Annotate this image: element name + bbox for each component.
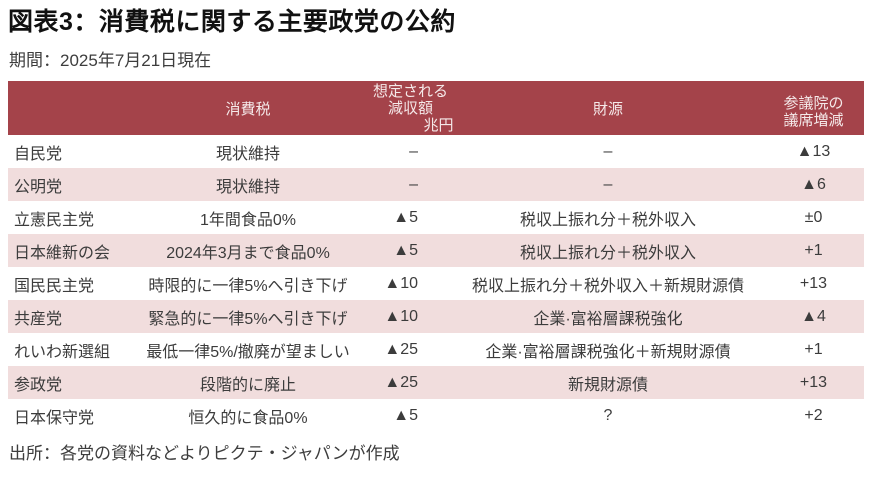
revenue-loss-value: –: [409, 142, 418, 160]
table-body: 自民党 現状維持 – – ▲13 公明党 現状維持 – – ▲6 立憲民主党 1…: [8, 135, 864, 432]
table-row: 日本保守党 恒久的に食品0% ▲5 ? +2: [8, 399, 864, 432]
seat-change-value: ▲4: [801, 307, 826, 325]
party-name: れいわ新選組: [14, 343, 111, 361]
seat-change-value: ▲6: [801, 175, 826, 193]
seat-change-value: +1: [804, 241, 823, 259]
table-header-row: 消費税 想定される 減収額 兆円 財源 参議院の 議席増減: [8, 81, 864, 135]
header-consumption-tax-label: 消費税: [225, 100, 271, 118]
party-name: 共産党: [14, 310, 63, 328]
header-revenue-loss-unit: 兆円: [423, 116, 454, 134]
party-name: 公明党: [14, 178, 63, 196]
revenue-loss-value: ▲25: [384, 373, 418, 391]
party-name: 国民民主党: [14, 277, 95, 295]
header-revenue-loss: 想定される 減収額 兆円: [368, 81, 454, 135]
source-note: 出所：各党の資料などよりピクテ・ジャパンが作成: [9, 444, 400, 463]
tax-pledge: 緊急的に一律5%へ引き下げ: [148, 310, 348, 328]
tax-pledge: 時限的に一律5%へ引き下げ: [148, 277, 348, 295]
funding-source: 税収上振れ分＋税外収入: [519, 244, 696, 262]
funding-source: –: [603, 175, 613, 193]
table-row: 自民党 現状維持 – – ▲13: [8, 135, 864, 168]
revenue-loss-value: ▲5: [393, 406, 418, 424]
tax-pledge: 2024年3月まで食品0%: [166, 244, 330, 262]
header-revenue-loss-line1: 想定される: [372, 82, 448, 100]
seat-change-value: ▲13: [796, 142, 831, 160]
funding-source: 新規財源債: [567, 376, 648, 394]
revenue-loss-value: ▲10: [384, 307, 418, 325]
header-seat-change-line1: 参議院の: [783, 95, 844, 112]
header-seat-change-line2: 議席増減: [783, 112, 844, 129]
header-seat-change: 参議院の 議席増減: [763, 81, 864, 135]
table-row: 国民民主党 時限的に一律5%へ引き下げ ▲10 税収上振れ分＋税外収入＋新規財源…: [8, 267, 864, 300]
tax-pledge: 1年間食品0%: [199, 211, 297, 229]
party-name: 日本維新の会: [14, 244, 111, 262]
tax-pledge: 最低一律5%/撤廃が望ましい: [146, 343, 350, 361]
seat-change-value: +13: [799, 274, 828, 292]
party-name: 日本保守党: [14, 409, 95, 427]
seat-change-value: +2: [804, 406, 823, 424]
tax-pledge: 現状維持: [215, 145, 280, 163]
funding-source: 税収上振れ分＋税外収入＋新規財源債: [471, 277, 744, 295]
seat-change-value: +13: [799, 373, 828, 391]
revenue-loss-value: ▲25: [384, 340, 418, 358]
tax-pledge: 恒久的に食品0%: [188, 409, 308, 427]
tax-pledge: 現状維持: [215, 178, 280, 196]
table-row: 立憲民主党 1年間食品0% ▲5 税収上振れ分＋税外収入 ±0: [8, 201, 864, 234]
tax-pledge: 段階的に廃止: [199, 376, 296, 394]
funding-source: 税収上振れ分＋税外収入: [519, 211, 696, 229]
party-name: 参政党: [14, 376, 63, 394]
seat-change-value: ±0: [804, 208, 823, 226]
revenue-loss-value: ▲5: [393, 208, 418, 226]
header-funding-source-label: 財源: [592, 100, 623, 118]
funding-source: –: [603, 142, 613, 160]
table-row: 公明党 現状維持 – – ▲6: [8, 168, 864, 201]
table-row: 日本維新の会 2024年3月まで食品0% ▲5 税収上振れ分＋税外収入 +1: [8, 234, 864, 267]
party-pledges-table: 消費税 想定される 減収額 兆円 財源 参議院の 議席増減 自民党 現状維持 –…: [8, 81, 864, 432]
seat-change-value: +1: [804, 340, 823, 358]
period-label: 期間：2025年7月21日現在: [9, 51, 212, 70]
header-party: [8, 81, 128, 135]
table-row: 参政党 段階的に廃止 ▲25 新規財源債 +13: [8, 366, 864, 399]
header-funding-source: 財源: [453, 81, 763, 135]
revenue-loss-value: ▲10: [384, 274, 418, 292]
party-name: 自民党: [14, 145, 63, 163]
table-row: れいわ新選組 最低一律5%/撤廃が望ましい ▲25 企業·富裕層課税強化＋新規財…: [8, 333, 864, 366]
header-revenue-loss-line2: 減収額: [387, 99, 433, 117]
funding-source: 企業·富裕層課税強化: [533, 310, 683, 328]
figure-title: 図表3：消費税に関する主要政党の公約: [8, 8, 456, 36]
revenue-loss-value: –: [409, 175, 418, 193]
table-row: 共産党 緊急的に一律5%へ引き下げ ▲10 企業·富裕層課税強化 ▲4: [8, 300, 864, 333]
revenue-loss-value: ▲5: [393, 241, 418, 259]
funding-source: ?: [603, 406, 613, 424]
party-name: 立憲民主党: [14, 211, 95, 229]
funding-source: 企業·富裕層課税強化＋新規財源債: [485, 343, 731, 361]
header-consumption-tax: 消費税: [128, 81, 368, 135]
